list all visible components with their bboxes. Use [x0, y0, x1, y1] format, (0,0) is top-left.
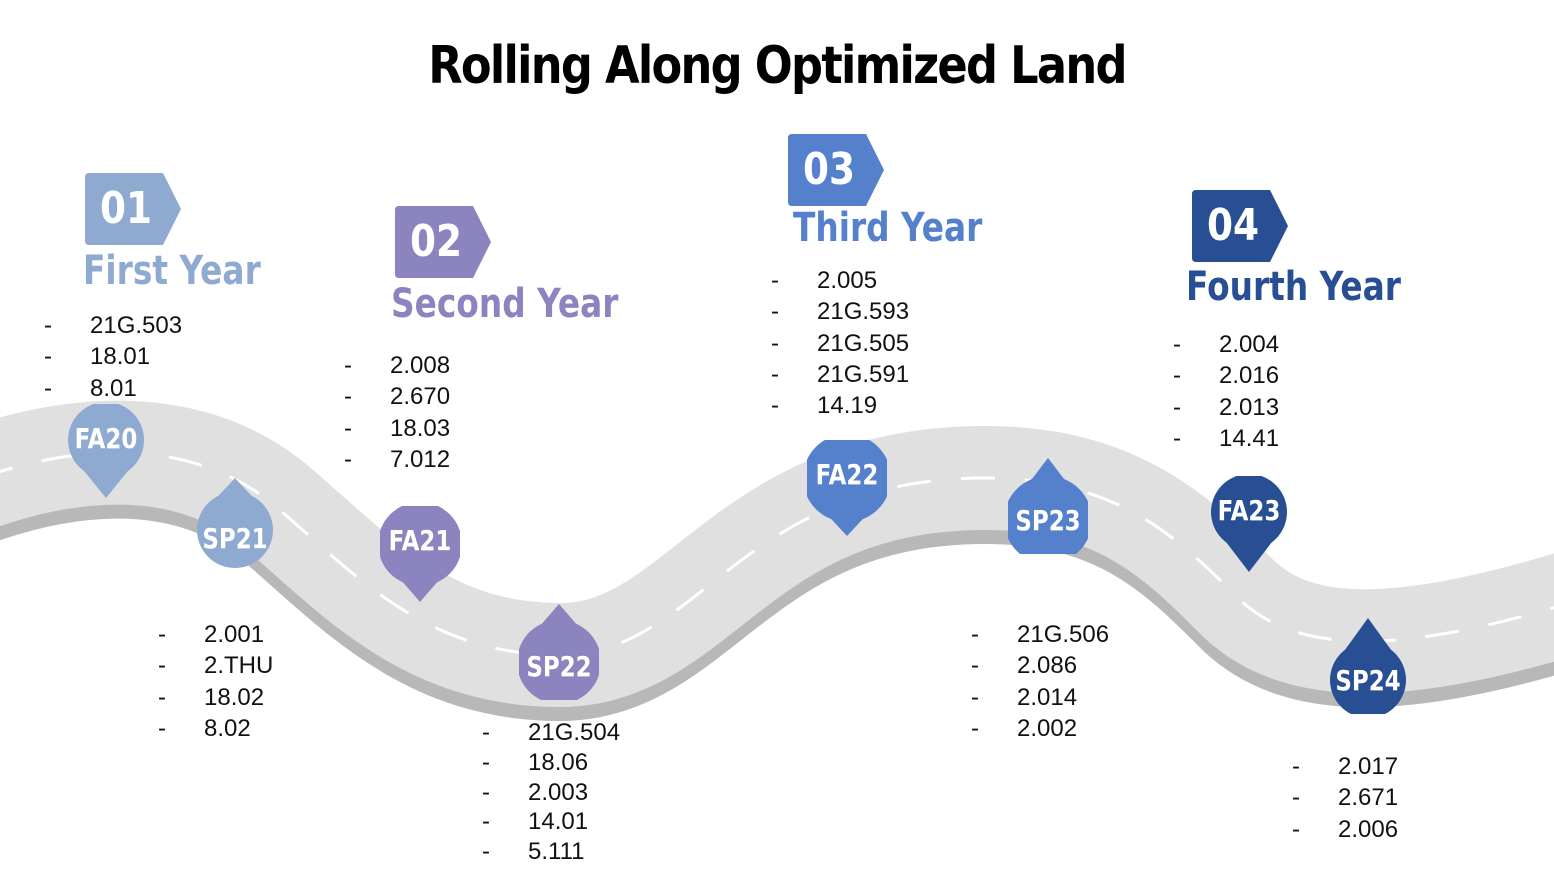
- map-pin-icon: [1330, 618, 1406, 714]
- course-item: 21G.503: [44, 310, 182, 342]
- course-item: 2.017: [1292, 751, 1398, 783]
- term-label: FA22: [815, 458, 879, 491]
- term-pin-sp21: SP21: [195, 476, 275, 572]
- sp24-course-list: 2.017 2.671 2.006: [1292, 751, 1398, 845]
- course-item: 21G.593: [771, 296, 909, 328]
- page-title: Rolling Along Optimized Land: [428, 36, 1127, 96]
- year-title-1: First Year: [83, 248, 261, 294]
- course-item: 18.02: [158, 682, 273, 714]
- term-pin-fa23: FA23: [1209, 476, 1289, 572]
- course-item: 2.003: [482, 778, 620, 808]
- map-pin-icon: [1008, 458, 1088, 554]
- course-item: 2.671: [1292, 782, 1398, 814]
- course-item: 21G.506: [971, 619, 1109, 651]
- road-center-dashes: [0, 451, 1554, 657]
- course-item: 5.111: [482, 837, 620, 867]
- course-item: 2.005: [771, 265, 909, 297]
- year-badge-1: 01: [85, 173, 181, 245]
- year-badge-3: 03: [788, 134, 884, 206]
- term-pin-fa22: FA22: [807, 440, 887, 536]
- year-4-course-list: 2.004 2.016 2.013 14.41: [1173, 329, 1279, 454]
- map-pin-icon: [197, 478, 273, 568]
- course-item: 14.01: [482, 807, 620, 837]
- sp21-course-list: 2.001 2.THU 18.02 8.02: [158, 619, 273, 744]
- tag-shape: [85, 173, 181, 245]
- term-label: FA20: [74, 422, 138, 455]
- map-pin-icon: [519, 604, 599, 700]
- course-item: 2.008: [344, 350, 450, 382]
- course-item: 21G.505: [771, 328, 909, 360]
- course-item: 2.086: [971, 650, 1109, 682]
- course-item: 2.004: [1173, 329, 1279, 361]
- tag-shape: [788, 134, 884, 206]
- course-item: 2.013: [1173, 392, 1279, 424]
- year-3-course-list: 2.005 21G.593 21G.505 21G.591 14.19: [771, 265, 909, 422]
- course-item: 8.01: [44, 373, 182, 405]
- course-item: 21G.591: [771, 359, 909, 391]
- course-item: 18.06: [482, 748, 620, 778]
- term-label: SP24: [1335, 664, 1401, 697]
- map-pin-icon: [68, 404, 144, 498]
- tag-shape: [395, 206, 491, 278]
- course-item: 21G.504: [482, 718, 620, 748]
- sp22-course-list: 21G.504 18.06 2.003 14.01 5.111: [482, 718, 620, 867]
- term-pin-fa20: FA20: [66, 404, 146, 500]
- course-item: 2.001: [158, 619, 273, 651]
- course-item: 2.016: [1173, 360, 1279, 392]
- year-number: 03: [802, 144, 856, 195]
- year-1-course-list: 21G.503 18.01 8.01: [44, 310, 182, 404]
- course-item: 18.01: [44, 341, 182, 373]
- year-title-4: Fourth Year: [1186, 264, 1401, 310]
- term-label: SP22: [526, 650, 592, 683]
- term-label: FA21: [388, 524, 452, 557]
- year-badge-2: 02: [395, 206, 491, 278]
- year-number: 01: [99, 183, 153, 234]
- year-number: 02: [409, 216, 463, 267]
- year-number: 04: [1206, 200, 1260, 251]
- tag-shape: [1192, 190, 1288, 262]
- course-item: 2.014: [971, 682, 1109, 714]
- map-pin-icon: [807, 440, 887, 536]
- term-label: FA23: [1217, 494, 1281, 527]
- term-pin-fa21: FA21: [380, 506, 460, 602]
- course-item: 7.012: [344, 444, 450, 476]
- course-item: 2.006: [1292, 814, 1398, 846]
- term-label: SP23: [1015, 504, 1081, 537]
- year-title-3: Third Year: [793, 205, 983, 251]
- year-badge-4: 04: [1192, 190, 1288, 262]
- course-item: 2.670: [344, 381, 450, 413]
- course-item: 2.THU: [158, 650, 273, 682]
- course-item: 2.002: [971, 713, 1109, 745]
- course-item: 14.19: [771, 390, 909, 422]
- term-pin-sp22: SP22: [519, 604, 599, 700]
- course-item: 8.02: [158, 713, 273, 745]
- course-item: 14.41: [1173, 423, 1279, 455]
- term-pin-sp24: SP24: [1328, 618, 1408, 714]
- term-label: SP21: [202, 522, 268, 555]
- year-title-2: Second Year: [391, 281, 619, 327]
- map-pin-icon: [380, 506, 460, 602]
- sp23-course-list: 21G.506 2.086 2.014 2.002: [971, 619, 1109, 744]
- course-item: 18.03: [344, 413, 450, 445]
- map-pin-icon: [1211, 476, 1287, 572]
- term-pin-sp23: SP23: [1008, 458, 1088, 554]
- year-2-course-list: 2.008 2.670 18.03 7.012: [344, 350, 450, 475]
